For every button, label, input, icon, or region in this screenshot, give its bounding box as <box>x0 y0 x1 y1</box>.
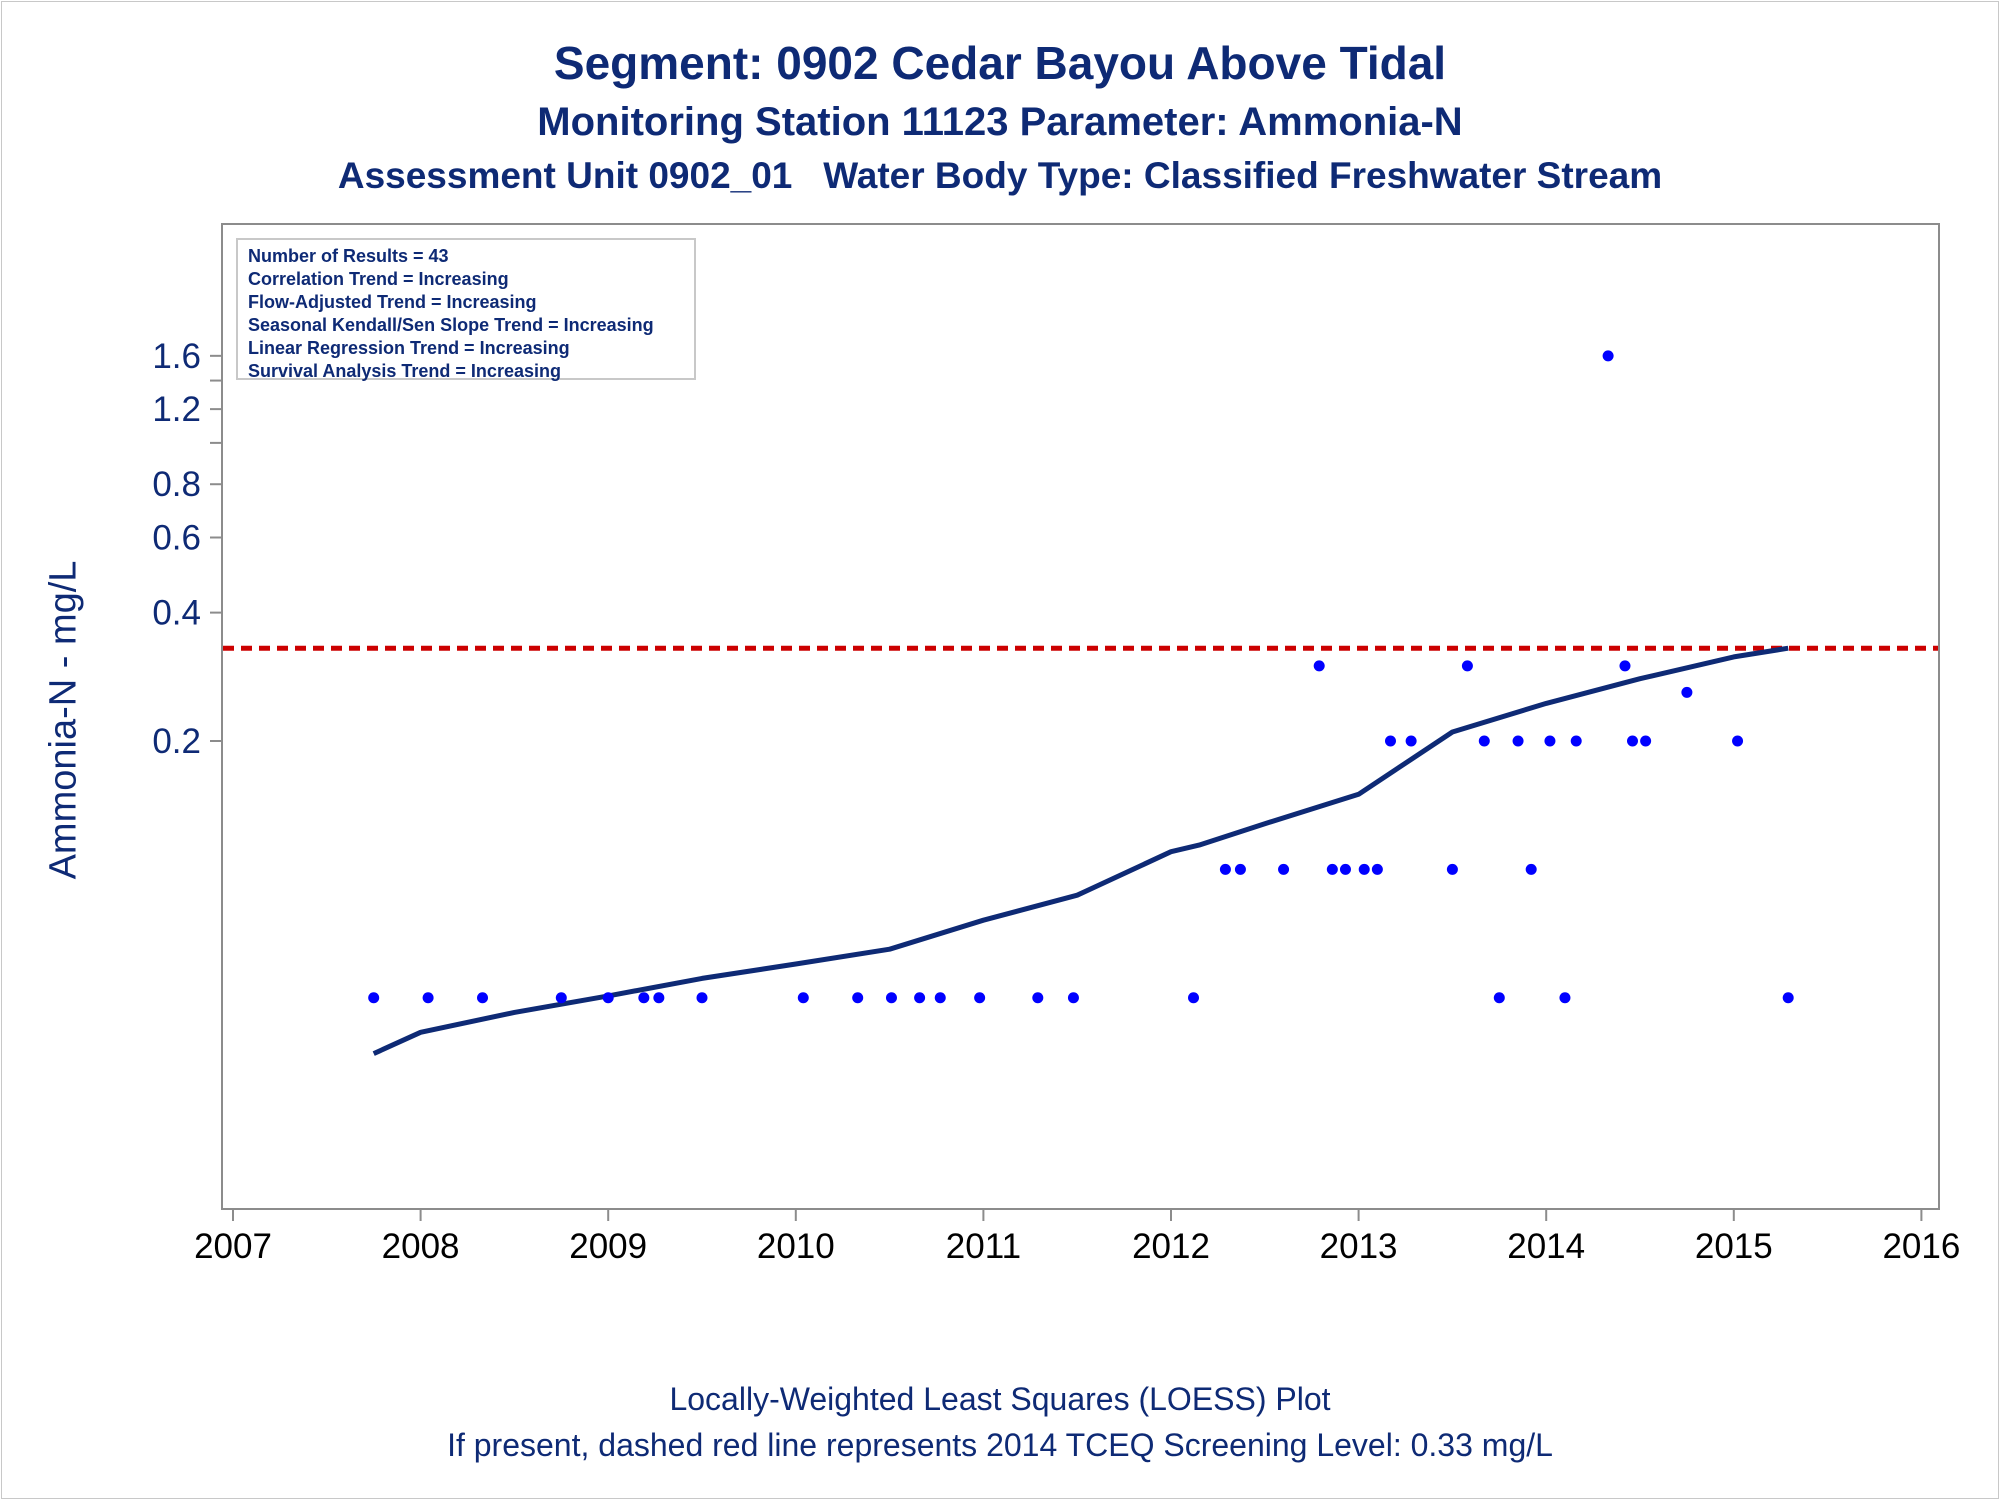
stats-linear-regression-trend: Linear Regression Trend = Increasing <box>248 338 570 358</box>
data-point <box>1234 863 1246 875</box>
plot-area-frame <box>221 223 1940 1210</box>
stats-number-of-results: Number of Results = 43 <box>248 246 449 266</box>
data-point <box>1358 863 1370 875</box>
data-point <box>1782 992 1794 1004</box>
x-tick-label: 2010 <box>757 1227 835 1266</box>
y-tick-label: 1.2 <box>152 390 201 429</box>
stats-survival-analysis-trend: Survival Analysis Trend = Increasing <box>248 361 561 381</box>
data-point <box>1619 660 1631 672</box>
data-point <box>1326 863 1338 875</box>
data-point <box>1461 660 1473 672</box>
data-point <box>1313 660 1325 672</box>
data-point <box>1681 686 1693 698</box>
data-point <box>1732 735 1744 747</box>
data-point <box>934 992 946 1004</box>
data-point <box>1219 863 1231 875</box>
stats-seasonal-kendall-trend: Seasonal Kendall/Sen Slope Trend = Incre… <box>248 315 654 335</box>
loess-curve <box>372 645 1789 1056</box>
x-tick-label: 2014 <box>1507 1227 1585 1266</box>
data-point <box>696 992 708 1004</box>
x-tick-label: 2013 <box>1320 1227 1398 1266</box>
data-point <box>1602 350 1614 362</box>
trend-stats-box: Number of Results = 43 Correlation Trend… <box>236 238 696 381</box>
x-tick-label: 2009 <box>569 1227 647 1266</box>
data-point <box>1446 863 1458 875</box>
data-point <box>1512 735 1524 747</box>
stats-correlation-trend: Correlation Trend = Increasing <box>248 269 509 289</box>
data-point <box>1278 863 1290 875</box>
data-point <box>1626 735 1638 747</box>
x-tick-label: 2008 <box>382 1227 460 1266</box>
x-tick-label: 2012 <box>1132 1227 1210 1266</box>
data-point <box>914 992 926 1004</box>
data-point <box>602 992 614 1004</box>
data-point <box>1339 863 1351 875</box>
stats-flow-adjusted-trend: Flow-Adjusted Trend = Increasing <box>248 292 537 312</box>
data-point <box>1371 863 1383 875</box>
data-point <box>1544 735 1556 747</box>
x-tick-label: 2016 <box>1882 1227 1960 1266</box>
data-point <box>1032 992 1044 1004</box>
y-tick-label: 1.6 <box>152 337 201 376</box>
data-point <box>368 992 380 1004</box>
y-tick-label: 0.4 <box>152 594 201 633</box>
y-tick-label: 0.8 <box>152 465 201 504</box>
data-point <box>1493 992 1505 1004</box>
data-point <box>1559 992 1571 1004</box>
data-point <box>1067 992 1079 1004</box>
data-point <box>638 992 650 1004</box>
data-point <box>555 992 567 1004</box>
data-point <box>974 992 986 1004</box>
data-point <box>885 992 897 1004</box>
data-point <box>1525 863 1537 875</box>
footnote-screening-level: If present, dashed red line represents 2… <box>447 1427 1553 1463</box>
data-point <box>1478 735 1490 747</box>
data-point <box>1640 735 1652 747</box>
data-point <box>1384 735 1396 747</box>
data-point <box>422 992 434 1004</box>
data-point <box>797 992 809 1004</box>
chart-subtitle-assessment: Assessment Unit 0902_01 Water Body Type:… <box>337 155 1663 196</box>
x-tick-label: 2015 <box>1695 1227 1773 1266</box>
data-point <box>1570 735 1582 747</box>
data-point <box>852 992 864 1004</box>
y-tick-label: 0.2 <box>152 722 201 761</box>
data-point <box>653 992 665 1004</box>
chart-title: Segment: 0902 Cedar Bayou Above Tidal <box>553 37 1447 89</box>
chart-subtitle-station: Monitoring Station 11123 Parameter: Ammo… <box>537 100 1463 144</box>
x-tick-label: 2007 <box>194 1227 272 1266</box>
data-point <box>1188 992 1200 1004</box>
data-point <box>477 992 489 1004</box>
footnote-loess: Locally-Weighted Least Squares (LOESS) P… <box>669 1381 1331 1417</box>
data-point <box>1405 735 1417 747</box>
y-tick-label: 0.6 <box>152 519 201 558</box>
x-tick-label: 2011 <box>946 1227 1021 1266</box>
